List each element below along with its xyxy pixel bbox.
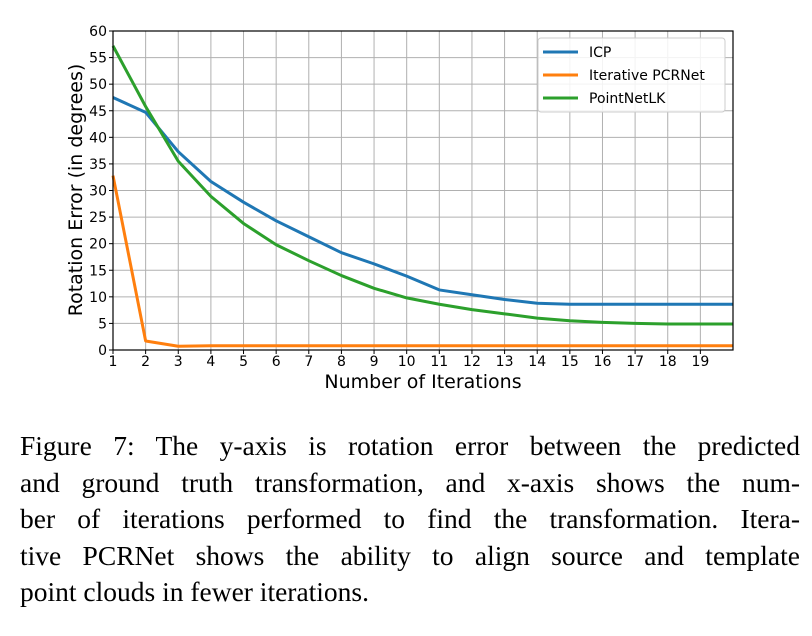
y-tick-label: 20 [89, 237, 107, 253]
y-tick-label: 55 [89, 51, 107, 67]
caption-line: Figure 7: The y-axis is rotation error b… [20, 430, 800, 461]
x-tick-label: 5 [239, 354, 248, 370]
caption-line: and ground truth transformation, and x-a… [20, 466, 800, 498]
x-axis-label: Number of Iterations [324, 371, 521, 393]
y-tick-label: 50 [89, 77, 107, 93]
x-tick-label: 9 [370, 354, 379, 370]
x-tick-label: 14 [528, 354, 546, 370]
legend-label: PointNetLK [589, 91, 666, 107]
x-tick-label: 13 [496, 354, 514, 370]
series-line-iterative-pcrnet [111, 175, 733, 348]
caption-line: ber of iterations performed to find the … [20, 503, 800, 534]
x-tick-label: 18 [659, 354, 677, 370]
y-tick-label: 15 [89, 263, 107, 279]
caption-line: tive PCRNet shows the ability to align s… [20, 539, 800, 571]
y-tick-label: 45 [89, 104, 107, 120]
legend-label: ICP [589, 45, 611, 61]
x-tick-label: 12 [463, 354, 481, 370]
y-tick-label: 60 [89, 24, 107, 40]
x-tick-label: 1 [109, 354, 118, 370]
x-tick-label: 4 [206, 354, 215, 370]
x-tick-label: 10 [398, 354, 416, 370]
y-tick-label: 0 [98, 343, 107, 359]
x-tick-label: 6 [272, 354, 281, 370]
y-tick-label: 10 [89, 290, 107, 306]
y-tick-label: 30 [89, 184, 107, 200]
x-tick-label: 3 [174, 354, 183, 370]
legend-label: Iterative PCRNet [589, 68, 705, 84]
figure-caption: Figure 7: The y-axis is rotation error b… [20, 428, 800, 611]
x-tick-label: 8 [337, 354, 346, 370]
y-tick-label: 5 [98, 316, 107, 332]
x-tick-label: 2 [141, 354, 150, 370]
x-tick-label: 19 [691, 354, 709, 370]
legend: ICP Iterative PCRNet PointNetLK [537, 37, 726, 113]
line-chart: 1 2 3 4 5 6 7 8 9 10 11 12 13 14 15 16 17 18 1905101520253… [65, 24, 734, 393]
x-tick-label: 16 [594, 354, 612, 370]
x-tick-label: 17 [626, 354, 644, 370]
y-tick-label: 40 [89, 130, 107, 146]
caption-line: point clouds in fewer iterations. [20, 576, 370, 607]
y-axis-label: Rotation Error (in degrees) [65, 64, 87, 317]
y-tick-label: 35 [89, 157, 107, 173]
series-line-pointnetlk [111, 45, 733, 326]
x-tick-label: 11 [430, 354, 448, 370]
x-tick-label: 7 [304, 354, 313, 370]
series-lines [111, 45, 733, 348]
axis-ticks: 1 2 3 4 5 6 7 8 9 10 11 12 13 14 15 16 17 18 1905101520253… [89, 24, 709, 370]
x-tick-label: 15 [561, 354, 579, 370]
series-line-icp [112, 96, 733, 306]
y-tick-label: 25 [89, 210, 107, 226]
legend-box [537, 37, 726, 113]
